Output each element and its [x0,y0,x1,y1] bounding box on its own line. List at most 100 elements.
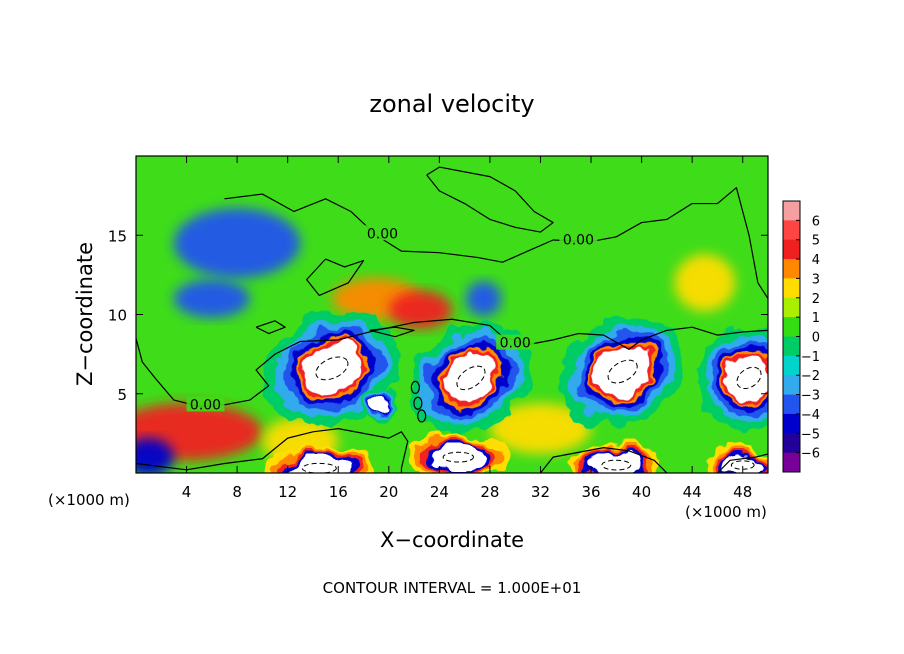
colorbar-segment [783,278,800,299]
contour-label-bg [186,396,225,412]
x-tick-label: 8 [232,483,242,501]
zero-contour-line [255,320,286,335]
field-patch [465,281,502,317]
x-tick-label: 12 [278,483,297,501]
dashed-contour [736,366,762,390]
zero-contours: 0.00 0.00 0.00 0.00 [136,166,768,473]
y-axis-ticks: 5 10 15 [108,227,768,404]
contour-loop [410,380,420,395]
core-ring [301,342,363,395]
field-patch [674,254,736,312]
colorbar-tick-label: 0 [812,331,820,346]
colorbar-tick-label: −3 [801,389,820,404]
zero-contour-line [224,187,768,299]
field-patch [136,403,263,461]
x-tick-label: 20 [379,483,398,501]
jet-core [411,322,531,433]
contour-interval-note: CONTOUR INTERVAL = 1.000E+01 [323,579,582,597]
field-patch [173,279,250,318]
contour-label-bg [496,334,535,350]
core-ring [368,394,389,412]
x-tick-label: 24 [430,483,449,501]
jet-cores [262,311,768,473]
x-unit-right: (×1000 m) [685,503,767,521]
colorbar-tick-label: −2 [801,369,820,384]
zero-contour-line [369,326,415,338]
jet-core [360,386,398,420]
colorbar-segment [783,375,800,396]
contour-loop [413,396,423,410]
core-ring [721,454,764,473]
jet-core [408,435,509,473]
y-tick-label: 5 [117,386,127,404]
colorbar: 6 5 4 3 2 1 0 −1 −2 −3 −4 −5 −6 [782,200,820,473]
contour-loop [417,409,427,423]
colorbar-segment [783,394,800,415]
colorbar-tick-label: 1 [812,311,820,326]
dashed-contour [301,462,337,473]
contour-label-bg [559,231,598,247]
field-patch [388,290,452,329]
colorbar-segment [783,259,800,279]
x-tick-label: 32 [531,483,550,501]
x-tick-label: 28 [480,483,499,501]
colorbar-tick-label: 2 [812,292,820,307]
colorbar-tick-label: −4 [801,408,820,423]
jet-core [265,311,399,426]
x-tick-label: 16 [329,483,348,501]
jet-core [696,326,768,429]
y-axis-label: Z−coordinate [73,242,97,386]
core-ring [430,444,487,470]
jet-core [262,446,376,473]
y-tick-label: 10 [108,307,127,325]
colorbar-tick-label: −1 [801,350,820,365]
contour-label: 0.00 [563,233,594,249]
y-tick-label: 15 [108,227,127,245]
x-tick-label: 40 [632,483,651,501]
x-tick-label: 36 [581,483,600,501]
zero-contour-line [540,447,668,473]
zero-contour-line [136,428,409,473]
x-tick-label: 4 [182,483,192,501]
colorbar-segment [783,452,800,473]
contour-label: 0.00 [367,226,398,242]
x-tick-label: 48 [733,483,752,501]
zero-contour-line [426,166,554,233]
field-patch [489,403,592,454]
colorbar-segment [783,355,800,376]
colorbar-segment [783,239,800,260]
x-unit-left: (×1000 m) [48,491,130,509]
colorbar-tick-label: 5 [812,234,820,249]
colorbar-tick-label: 6 [812,214,820,229]
core-ring [589,452,643,473]
jet-core [705,446,768,473]
x-axis-ticks: 4 8 12 16 20 24 28 32 36 40 44 48 [182,156,752,501]
x-tick-label: 44 [683,483,702,501]
colorbar-segment [783,220,800,241]
colorbar-segment [783,201,800,221]
colorbar-segment [783,336,800,357]
plot-area: 0.00 0.00 0.00 0.00 [136,156,768,473]
colorbar-tick-label: −5 [801,427,820,442]
colorbar-tick-label: −6 [801,447,820,462]
dashed-contour [456,365,486,391]
dashed-contour [442,451,474,463]
jet-core [568,443,664,473]
field-patch [136,438,174,473]
contour-label-bg [363,225,402,241]
chart-title: zonal velocity [369,90,534,118]
jet-core [561,316,685,427]
dashed-contour [607,359,638,384]
contour-label: 0.00 [190,397,221,413]
core-ring [725,354,768,402]
contour-label: 0.00 [500,336,531,352]
velocity-field [136,208,736,473]
colorbar-tick-label: 4 [812,253,820,268]
colorbar-segment [783,317,800,337]
core-ring [594,346,651,397]
zero-contour-line [717,453,768,473]
colorbar-segment [783,433,800,454]
colorbar-segment [783,297,800,318]
field-patch [173,208,301,279]
